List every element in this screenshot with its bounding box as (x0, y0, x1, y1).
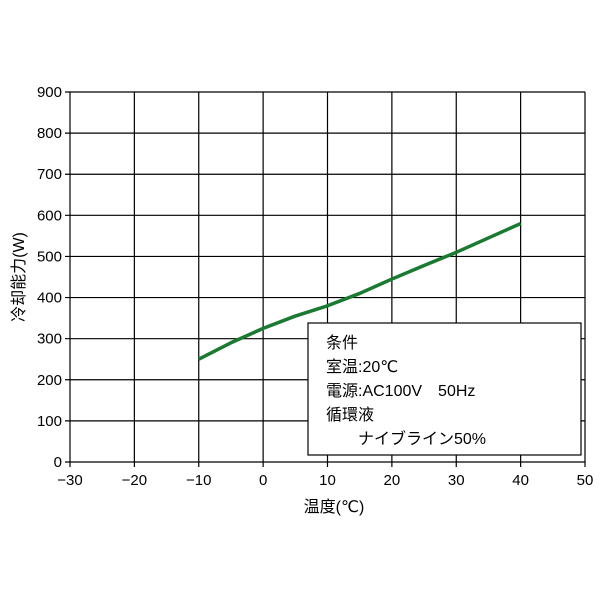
y-axis-label: 冷却能力(W) (10, 232, 28, 322)
condition-line: ナイブライン50% (326, 429, 486, 448)
x-tick-label: 40 (512, 472, 529, 489)
y-tick-label: 500 (37, 248, 62, 265)
x-tick-label: −20 (122, 472, 147, 489)
series-line (197, 221, 522, 361)
y-tick-label: 900 (37, 84, 62, 101)
x-tick-label: 50 (577, 472, 594, 489)
y-tick-label: 600 (37, 207, 62, 224)
conditions-box: 条件 室温:20℃ 電源:AC100V 50Hz 循環液 ナイブライン50% (307, 322, 582, 456)
y-tick-label: 700 (37, 166, 62, 183)
y-tick-label: 300 (37, 331, 62, 348)
y-tick-label: 200 (37, 372, 62, 389)
x-tick-labels: −30 −20 −10 0 10 20 30 40 50 (57, 472, 593, 489)
condition-line: 条件 (326, 334, 358, 352)
x-tick-label: 0 (259, 472, 267, 489)
x-tick-label: −30 (57, 472, 82, 489)
x-tick-label: 20 (384, 472, 401, 489)
x-tick-label: 10 (319, 472, 336, 489)
y-tick-labels: 0 100 200 300 400 500 600 700 800 900 (37, 84, 62, 471)
x-tick-label: −10 (186, 472, 211, 489)
conditions-box-frame (307, 322, 582, 456)
x-tick-label: 30 (448, 472, 465, 489)
series-lines (197, 221, 522, 361)
y-tick-label: 100 (37, 413, 62, 430)
condition-line: 電源:AC100V 50Hz (326, 382, 475, 400)
condition-line: 循環液 (326, 406, 374, 424)
y-tick-label: 800 (37, 125, 62, 142)
x-axis-label: 温度(℃) (304, 498, 365, 516)
y-tick-label: 400 (37, 290, 62, 307)
condition-line: 室温:20℃ (326, 358, 398, 376)
y-tick-label: 0 (54, 454, 62, 471)
